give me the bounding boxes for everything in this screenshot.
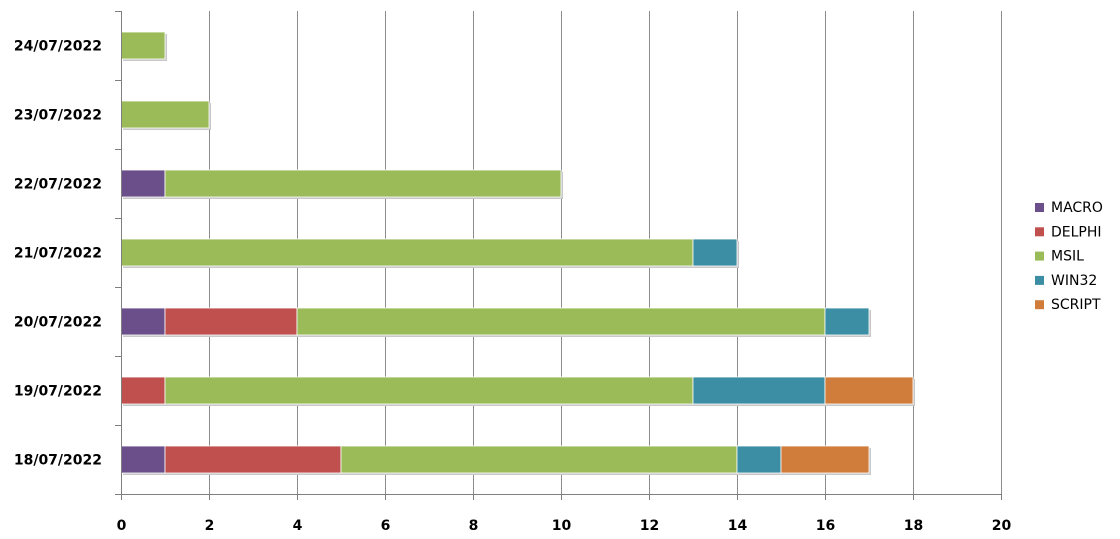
y-category-label: 18/07/2022 (14, 453, 102, 469)
bar-msil-19/07/2022 (164, 376, 694, 405)
y-category-label: 19/07/2022 (14, 384, 102, 400)
legend-swatch-msil (1035, 251, 1044, 261)
y-category-label: 20/07/2022 (14, 315, 102, 331)
bar-script-18/07/2022 (780, 445, 870, 474)
x-tick-label-2: 2 (205, 518, 215, 534)
bar-win32-18/07/2022 (736, 445, 782, 474)
bar-win32-20/07/2022 (824, 307, 870, 336)
y-category-label: 23/07/2022 (14, 108, 102, 124)
bar-msil-21/07/2022 (120, 238, 694, 267)
bars (120, 31, 915, 475)
bar-msil-18/07/2022 (340, 445, 738, 474)
legend-label-macro: MACRO (1051, 200, 1103, 216)
bar-win32-21/07/2022 (692, 238, 738, 267)
y-category-label: 22/07/2022 (14, 177, 102, 193)
x-tick-label-14: 14 (728, 518, 748, 534)
bar-delphi-18/07/2022 (164, 445, 342, 474)
y-category-label: 24/07/2022 (14, 39, 102, 55)
x-tick-label-6: 6 (381, 518, 391, 534)
bar-delphi-19/07/2022 (120, 376, 166, 405)
x-tick-label-8: 8 (469, 518, 479, 534)
x-tick-label-10: 10 (552, 518, 572, 534)
bar-script-19/07/2022 (824, 376, 914, 405)
y-category-label: 21/07/2022 (14, 246, 102, 262)
legend: MACRO DELPHI MSIL WIN32 SCRIPT (1035, 200, 1103, 313)
legend-swatch-macro (1035, 203, 1044, 212)
x-tick-label-0: 0 (117, 518, 127, 534)
x-tick-label-4: 4 (293, 518, 303, 534)
x-tick-label-16: 16 (816, 518, 835, 534)
bar-win32-19/07/2022 (692, 376, 826, 405)
legend-label-msil: MSIL (1051, 249, 1084, 265)
x-tick-label-20: 20 (992, 518, 1012, 534)
legend-label-win32: WIN32 (1051, 273, 1097, 289)
bar-msil-20/07/2022 (296, 307, 826, 336)
bar-macro-22/07/2022 (120, 169, 166, 198)
axes: 0 2 4 6 8 10 12 14 16 18 20 18/07/2022 19/07/2022 20/… (14, 11, 1012, 534)
bar-macro-20/07/2022 (120, 307, 166, 336)
bar-macro-18/07/2022 (120, 445, 166, 474)
x-tick-label-12: 12 (640, 518, 659, 534)
legend-label-delphi: DELPHI (1051, 224, 1102, 240)
x-tick-label-18: 18 (904, 518, 923, 534)
bar-msil-22/07/2022 (164, 169, 562, 198)
bar-delphi-20/07/2022 (164, 307, 298, 336)
bar-msil-24/07/2022 (120, 31, 166, 60)
legend-label-script: SCRIPT (1051, 297, 1101, 313)
bar-msil-23/07/2022 (120, 100, 210, 129)
legend-swatch-script (1035, 300, 1044, 310)
legend-swatch-win32 (1035, 275, 1044, 285)
legend-swatch-delphi (1035, 227, 1044, 237)
